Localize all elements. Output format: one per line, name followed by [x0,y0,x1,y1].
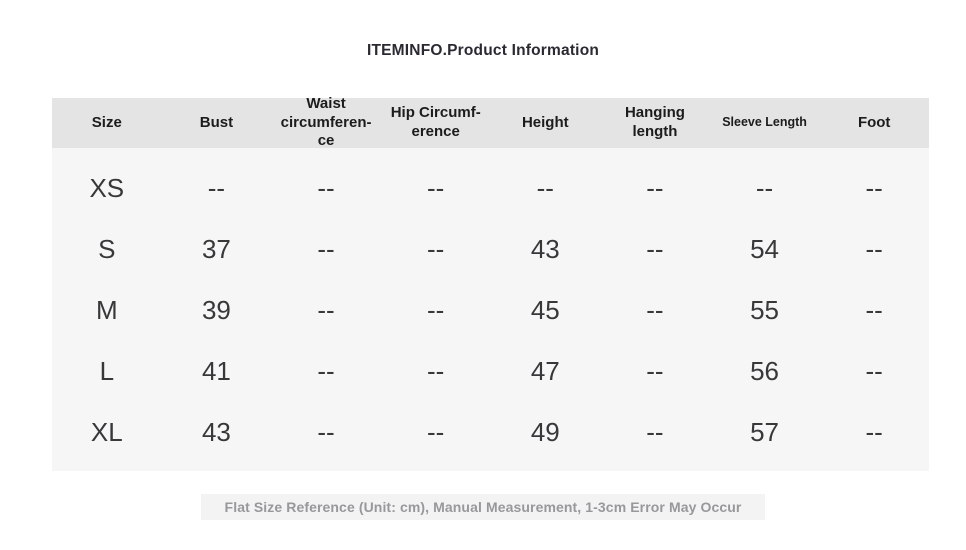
bust-value: 39 [201,295,231,325]
bust-value: 41 [201,356,231,386]
table-header-row: Size Bust Waist circumferen- ce Hip Circ… [52,94,929,150]
foot-value: -- [865,417,883,447]
bust-value: 37 [201,234,231,264]
height-value: 49 [530,417,560,447]
hip-value: -- [427,173,445,203]
waist-value: -- [317,295,335,325]
footnote-row: Flat Size Reference (Unit: cm), Manual M… [0,494,966,520]
size-cell: XL [90,417,123,447]
height-value: -- [536,173,554,203]
hanging-length-value: -- [646,356,664,386]
table-row-s: S 37 -- -- 43 -- 54 -- [52,219,929,280]
header-cell-height: Height [521,113,569,131]
height-value: 47 [530,356,560,386]
waist-value: -- [317,356,335,386]
hip-value: -- [427,417,445,447]
header-cell-sleeve-length: Sleeve Length [722,115,807,130]
waist-value: -- [317,234,335,264]
sleeve-length-value: -- [755,173,774,203]
size-cell: S [98,234,116,264]
size-chart-table: Size Bust Waist circumferen- ce Hip Circ… [52,94,929,471]
footnote-text: Flat Size Reference (Unit: cm), Manual M… [200,494,766,520]
hip-value: -- [427,234,445,264]
table-row-l: L 41 -- -- 47 -- 56 -- [52,341,929,402]
foot-value: -- [865,173,883,203]
header-cell-hanging-length: Hanging length [624,104,685,140]
page-title: ITEMINFO.Product Information [366,42,600,59]
foot-value: -- [865,234,883,264]
size-cell: L [99,356,115,386]
sleeve-length-value: 57 [750,417,780,447]
bust-value: 43 [201,417,231,447]
foot-value: -- [865,356,883,386]
table-row-xs: XS -- -- -- -- -- -- -- [52,158,929,219]
hanging-length-value: -- [646,234,664,264]
hip-value: -- [427,356,445,386]
size-cell: M [95,295,118,325]
sleeve-length-value: 56 [750,356,780,386]
header-cell-foot: Foot [857,113,891,131]
table-row-m: M 39 -- -- 45 -- 55 -- [52,280,929,341]
foot-value: -- [865,295,883,325]
table-body: XS -- -- -- -- -- -- -- S 37 -- -- 43 --… [52,148,929,471]
sleeve-length-value: 54 [750,234,780,264]
size-cell: XS [89,173,125,203]
bust-value: -- [207,173,226,203]
header-cell-size: Size [91,113,122,131]
header-cell-hip-circumference: Hip Circumf- erence [390,104,481,140]
hanging-length-value: -- [646,295,664,325]
header-cell-bust: Bust [199,113,234,131]
header-cell-waist-circumference: Waist circumferen- ce [280,94,372,150]
waist-value: -- [317,173,335,203]
hip-value: -- [427,295,445,325]
height-value: 43 [530,234,560,264]
table-row-xl: XL 43 -- -- 49 -- 57 -- [52,402,929,463]
waist-value: -- [317,417,335,447]
sleeve-length-value: 55 [750,295,780,325]
height-value: 45 [530,295,560,325]
hanging-length-value: -- [646,417,664,447]
hanging-length-value: -- [646,173,664,203]
